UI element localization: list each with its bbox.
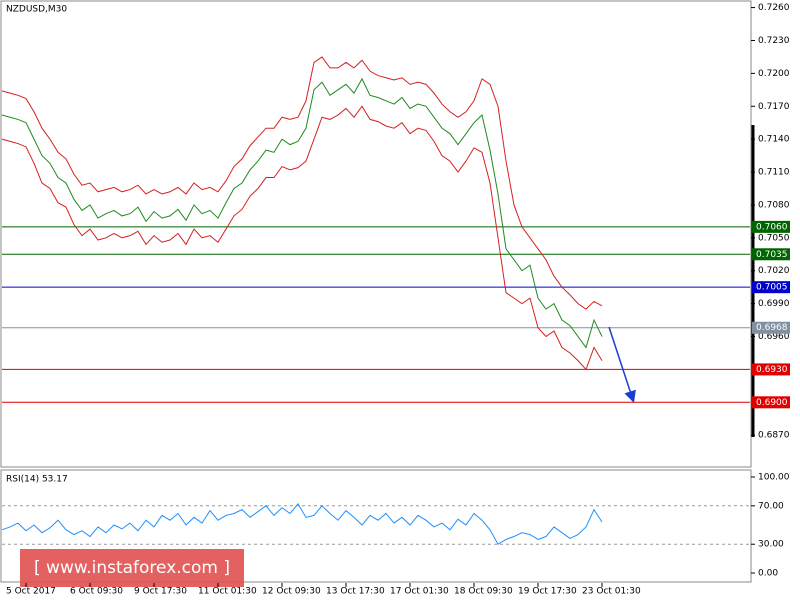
level-label-box bbox=[752, 281, 790, 294]
y-tick-label: 0.6960 bbox=[758, 332, 790, 342]
rsi-title: RSI(14) 53.17 bbox=[6, 475, 68, 485]
y-tick-label: 0.7140 bbox=[758, 135, 790, 145]
x-tick-label: 18 Oct 09:30 bbox=[454, 587, 513, 597]
y-tick-label: 0.7260 bbox=[758, 3, 790, 13]
level-label: 0.6930 bbox=[756, 365, 788, 375]
level-label-box bbox=[752, 396, 790, 409]
y-tick-label: 0.7200 bbox=[758, 69, 790, 79]
y-tick-label: 30.00 bbox=[758, 540, 784, 550]
y-tick-label: 100.00 bbox=[758, 473, 790, 483]
x-tick-label: 6 Oct 09:30 bbox=[70, 587, 123, 597]
price-panel bbox=[0, 0, 752, 468]
level-label: 0.7060 bbox=[756, 222, 788, 232]
level-label-box bbox=[752, 363, 790, 376]
level-label-box bbox=[752, 321, 790, 334]
x-tick-label: 23 Oct 01:30 bbox=[582, 587, 641, 597]
chart-title: NZDUSD,M30 bbox=[6, 5, 67, 15]
x-tick-label: 5 Oct 2017 bbox=[6, 587, 56, 597]
x-tick-label: 17 Oct 01:30 bbox=[390, 587, 449, 597]
level-label: 0.6968 bbox=[756, 323, 788, 333]
level-label-box bbox=[752, 248, 790, 261]
x-tick-label: 9 Oct 17:30 bbox=[134, 587, 187, 597]
series-line bbox=[1, 77, 603, 349]
level-label: 0.6900 bbox=[756, 398, 788, 408]
watermark: [ www.instaforex.com ] bbox=[34, 558, 230, 578]
y-tick-label: 0.7020 bbox=[758, 266, 790, 276]
series-line bbox=[1, 503, 603, 545]
x-tick-label: 11 Oct 01:30 bbox=[198, 587, 257, 597]
y-tick-label: 0.7080 bbox=[758, 200, 790, 210]
y-tick-label: 0.7170 bbox=[758, 102, 790, 112]
x-tick-label: 13 Oct 17:30 bbox=[326, 587, 385, 597]
y-tick-label: 0.6990 bbox=[758, 299, 790, 309]
series-line bbox=[1, 105, 603, 371]
series-line bbox=[1, 56, 603, 310]
level-label: 0.7035 bbox=[756, 250, 788, 260]
x-tick-label: 12 Oct 09:30 bbox=[262, 587, 321, 597]
x-tick-label: 19 Oct 17:30 bbox=[518, 587, 577, 597]
watermark-box bbox=[20, 549, 244, 587]
y-tick-label: 0.7110 bbox=[758, 168, 790, 178]
y-tick-label: 0.7050 bbox=[758, 233, 790, 243]
level-label: 0.7005 bbox=[756, 283, 788, 293]
y-tick-label: 0.00 bbox=[758, 569, 778, 579]
forecast-arrow bbox=[608, 326, 636, 403]
y-tick-label: 0.6870 bbox=[758, 431, 790, 441]
y-tick-label: 0.7230 bbox=[758, 36, 790, 46]
y-tick-label: 70.00 bbox=[758, 501, 784, 511]
level-label-box bbox=[752, 220, 790, 233]
